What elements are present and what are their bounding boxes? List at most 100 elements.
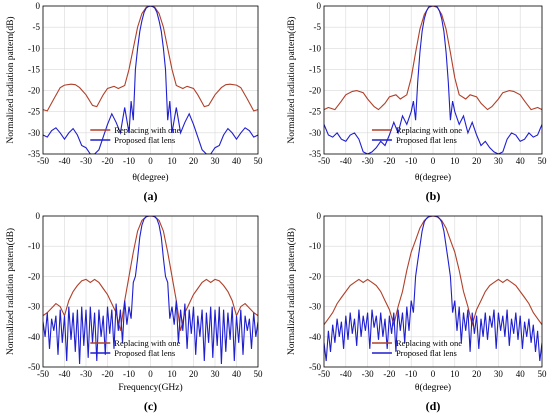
x-tick-label: -40 (59, 156, 71, 166)
x-tick-label: -20 (102, 369, 114, 379)
x-tick-label: 50 (538, 369, 548, 379)
x-tick-label: 40 (516, 156, 526, 166)
plot-frame (42, 5, 259, 155)
y-tick-label: -30 (28, 302, 40, 312)
y-axis-label: Normalized radiation pattern(dB) (286, 16, 297, 143)
chart-panel-b: -50 -40 -30 -20 -10 0 10 20 30 40 50 0 -5 -10 -15 -20 -2… (286, 1, 547, 203)
x-tick-label: 30 (494, 156, 504, 166)
y-tick-label: -30 (309, 128, 321, 138)
legend-label: Replacing with one (396, 338, 462, 348)
x-axis-label: θ(degree) (132, 172, 168, 183)
x-tick-label: -30 (362, 156, 374, 166)
x-tick-label: -50 (37, 369, 49, 379)
chart-panel-c: -50 -40 -30 -20 -10 0 10 20 30 40 500-10-20-30-40-… (5, 211, 263, 413)
x-tick-label: 10 (168, 156, 178, 166)
series-line-proposed (43, 216, 258, 365)
x-tick-label: 20 (472, 156, 482, 166)
x-tick-label: 40 (232, 156, 242, 166)
x-tick-label: -30 (362, 369, 374, 379)
x-tick-label: 50 (538, 156, 548, 166)
x-tick-label: 40 (516, 369, 526, 379)
y-tick-label: -20 (28, 86, 40, 96)
x-tick-label: -50 (318, 369, 330, 379)
x-tick-label: 0 (148, 156, 153, 166)
plot-frame (323, 5, 543, 155)
x-tick-label: -20 (102, 156, 114, 166)
series-line-replacing (324, 216, 542, 327)
x-axis-label: θ(degree) (415, 382, 451, 393)
legend-label: Proposed flat lens (396, 135, 457, 145)
y-tick-label: -25 (28, 107, 40, 117)
y-tick-label: 0 (317, 211, 322, 221)
x-tick-label: -10 (405, 369, 417, 379)
chart-panel-a: -50 -40 -30 -20 -10 0 10 20 30 40 50 0 -5 -10 -15 -20 -2… (5, 1, 263, 203)
y-tick-label: -30 (28, 128, 40, 138)
y-tick-label: 0 (36, 211, 41, 221)
x-tick-label: -40 (59, 369, 71, 379)
panel-label: (d) (426, 399, 441, 413)
y-tick-label: 0 (317, 1, 322, 11)
x-tick-label: 30 (494, 369, 504, 379)
x-tick-label: 20 (189, 156, 199, 166)
x-tick-label: 10 (450, 369, 460, 379)
y-tick-label: -10 (28, 241, 40, 251)
x-tick-label: -10 (123, 369, 135, 379)
y-tick-label: -30 (309, 302, 321, 312)
series-line-replacing (324, 6, 542, 111)
y-tick-label: -15 (309, 64, 321, 74)
y-tick-label: -35 (309, 149, 321, 159)
x-tick-label: -30 (80, 369, 92, 379)
y-tick-label: -15 (28, 64, 40, 74)
x-tick-label: 0 (431, 156, 436, 166)
x-axis-label: Frequency(GHz) (118, 382, 182, 393)
plot-frame (323, 215, 543, 368)
y-tick-label: -20 (309, 86, 321, 96)
x-tick-label: -20 (383, 156, 395, 166)
plot-frame (42, 215, 259, 368)
legend-label: Replacing with one (114, 338, 180, 348)
series-line-proposed (43, 6, 258, 154)
panel-label: (b) (426, 189, 441, 203)
x-tick-label: 10 (168, 369, 178, 379)
x-axis-label: θ(degree) (415, 172, 451, 183)
y-tick-label: 0 (36, 1, 41, 11)
x-tick-label: 30 (211, 369, 221, 379)
x-tick-label: -40 (340, 369, 352, 379)
legend-label: Proposed flat lens (114, 348, 175, 358)
y-tick-label: -25 (309, 107, 321, 117)
chart-panel-d: -50 -40 -30 -20 -10 0 10 20 30 40 500-10-20-30-40-… (286, 211, 547, 413)
x-tick-label: 40 (232, 369, 242, 379)
x-tick-label: -10 (123, 156, 135, 166)
legend-label: Replacing with one (396, 125, 462, 135)
y-axis-label: Normalized radiation pattern(dB) (286, 228, 297, 355)
y-axis-label: Normalized radiation pattern(dB) (5, 16, 16, 143)
x-tick-label: 50 (254, 369, 264, 379)
y-tick-label: -10 (28, 43, 40, 53)
x-tick-label: -30 (80, 156, 92, 166)
x-tick-label: 20 (189, 369, 199, 379)
y-tick-label: -35 (28, 149, 40, 159)
legend-label: Replacing with one (114, 125, 180, 135)
series-line-replacing (43, 216, 258, 331)
x-tick-label: 10 (450, 156, 460, 166)
x-tick-label: 0 (431, 369, 436, 379)
y-axis-label: Normalized radiation pattern(dB) (5, 228, 16, 355)
x-tick-label: 0 (148, 369, 153, 379)
x-tick-label: 20 (472, 369, 482, 379)
x-tick-label: 30 (211, 156, 221, 166)
x-tick-label: -10 (405, 156, 417, 166)
legend-label: Proposed flat lens (396, 348, 457, 358)
y-tick-label: -40 (28, 332, 40, 342)
y-tick-label: -50 (309, 362, 321, 372)
series-line-proposed (324, 216, 542, 362)
y-tick-label: -40 (309, 332, 321, 342)
legend-label: Proposed flat lens (114, 135, 175, 145)
y-tick-label: -50 (28, 362, 40, 372)
y-tick-label: -10 (309, 241, 321, 251)
x-tick-label: -50 (318, 156, 330, 166)
x-tick-label: -40 (340, 156, 352, 166)
